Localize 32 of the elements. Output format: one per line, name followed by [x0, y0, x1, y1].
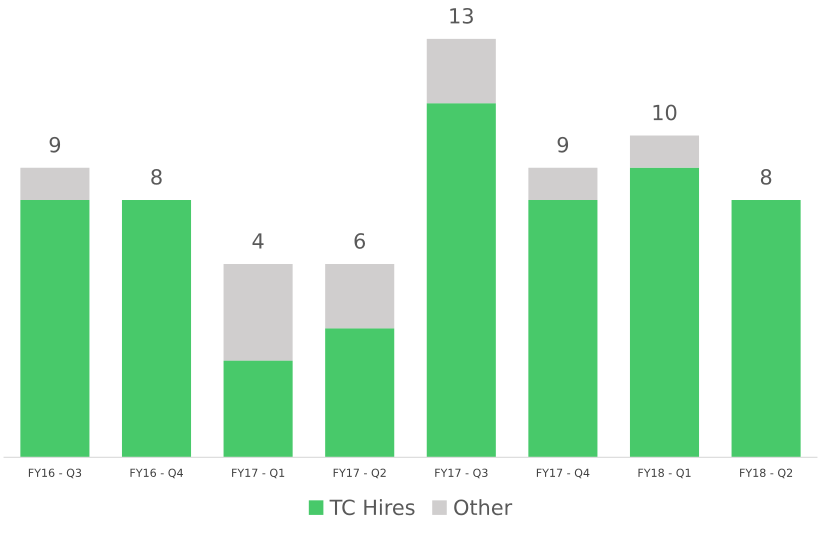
x-tick-label: FY18 - Q1: [638, 468, 691, 478]
bar: [426, 103, 496, 458]
annotation: 13: [450, 8, 473, 24]
annotation: 9: [558, 136, 568, 153]
x-tick-label: FY16 - Q3: [28, 468, 82, 478]
bar: [528, 200, 598, 458]
legend-label: Other: [454, 499, 512, 516]
x-tick-label: FY17 - Q3: [435, 468, 488, 478]
annotation: 10: [654, 104, 676, 120]
bar: [122, 200, 192, 458]
bar: [426, 38, 496, 104]
x-tick-label: FY17 - Q1: [232, 468, 284, 478]
bar: [630, 168, 700, 458]
bar: [325, 328, 394, 458]
x-tick-label: FY17 - Q2: [334, 468, 386, 478]
annotation: 8: [151, 169, 162, 185]
annotation: 4: [252, 233, 264, 249]
bar: [630, 136, 700, 168]
bar: [20, 200, 90, 458]
bar: [224, 360, 293, 458]
annotation: 8: [760, 169, 772, 185]
legend-label: TC Hires: [330, 499, 415, 516]
bar: [20, 168, 90, 200]
bar: [528, 168, 598, 200]
bar: [224, 264, 293, 361]
annotation: 9: [50, 136, 60, 153]
x-tick-label: FY18 - Q2: [740, 468, 792, 478]
x-tick-label: FY17 - Q4: [536, 468, 590, 478]
x-tick-label: FY16 - Q4: [130, 468, 183, 478]
bar: [325, 264, 394, 328]
annotation: 6: [354, 233, 366, 249]
bar: [732, 200, 801, 458]
